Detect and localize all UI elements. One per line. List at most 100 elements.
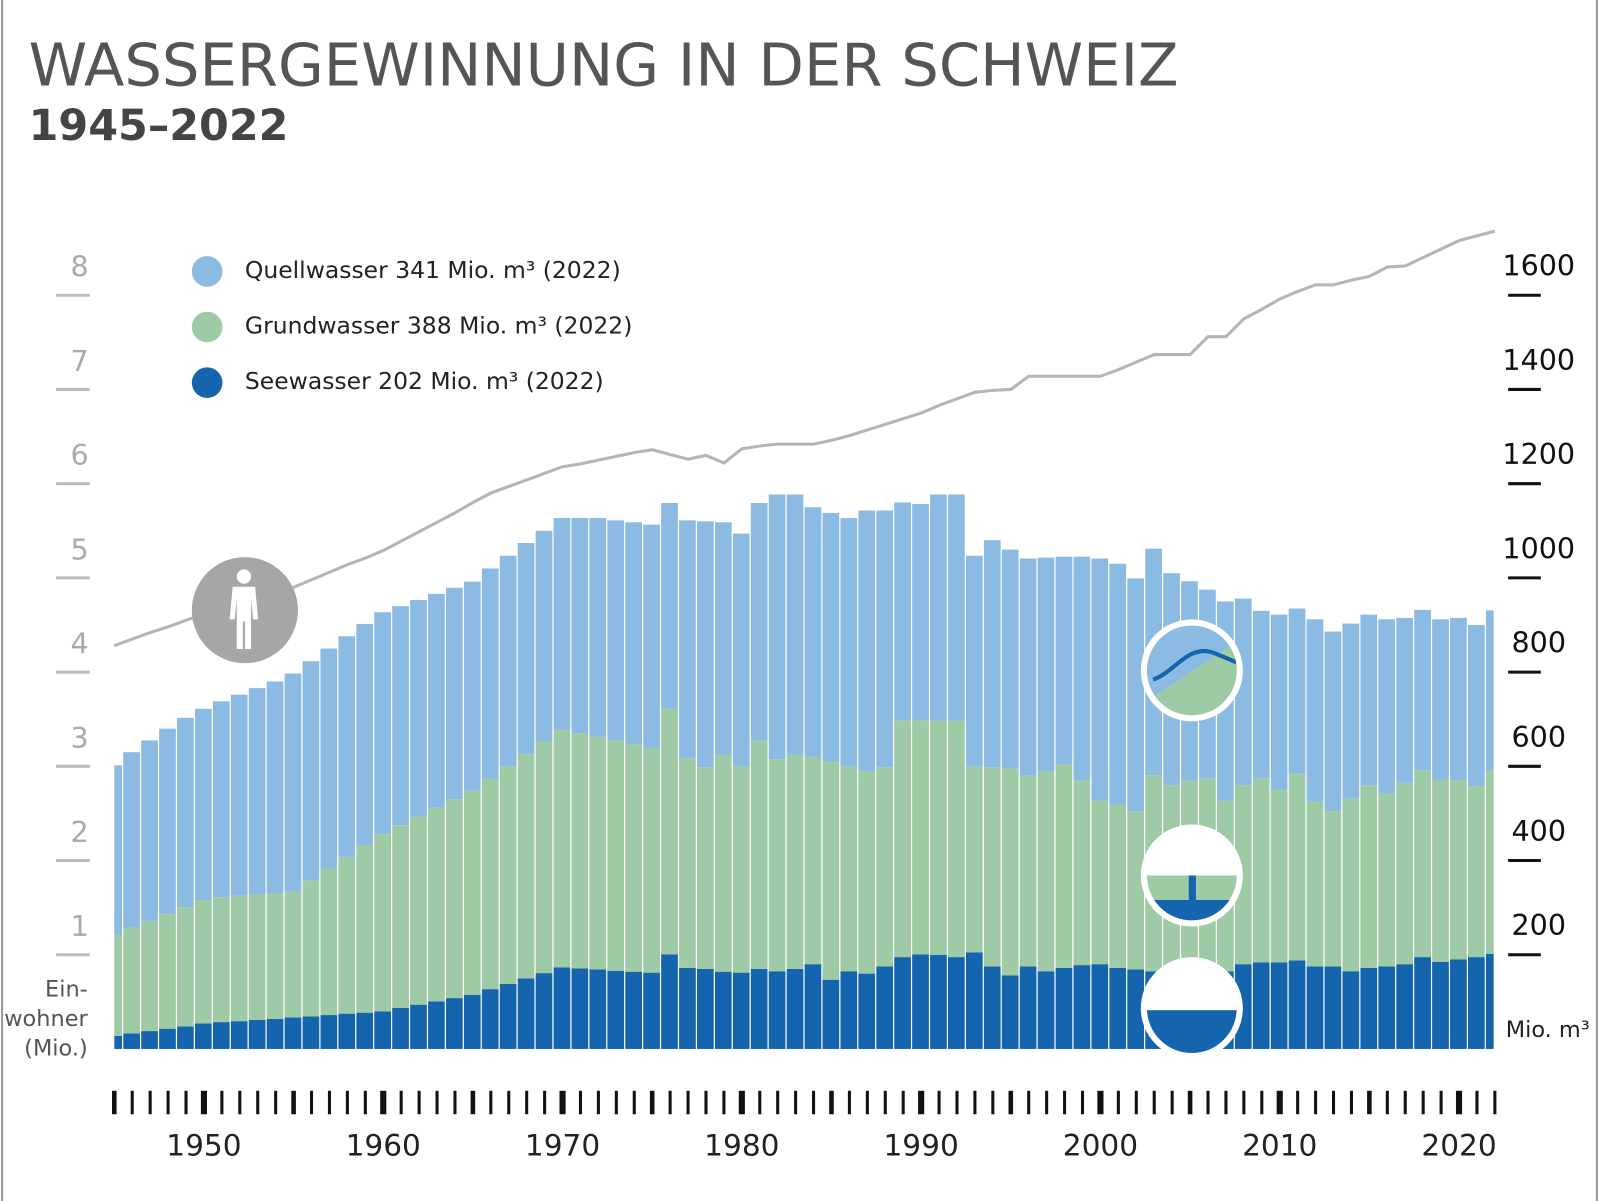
bar-segment (481, 989, 499, 1049)
bar-segment (912, 954, 929, 1049)
bar-segment (1485, 771, 1494, 954)
bar-segment (1396, 617, 1413, 783)
bar-segment (302, 880, 320, 1017)
bar-segment (571, 733, 589, 969)
bar-segment (284, 673, 302, 892)
bar-segment (965, 555, 983, 767)
bar-segment (553, 729, 571, 968)
bar-segment (553, 518, 571, 730)
bar-segment (858, 771, 876, 974)
bar-segment (1378, 966, 1396, 1049)
bar-segment (1055, 763, 1073, 968)
bar-segment (714, 971, 732, 1049)
bar-segment (876, 510, 894, 768)
bar-segment (123, 1033, 140, 1049)
bar-segment (1306, 801, 1324, 967)
y2-tick-label: 1400 (1502, 343, 1575, 377)
bar-segment (1019, 966, 1037, 1049)
bar-segment (894, 502, 911, 721)
bar-segment (732, 766, 750, 973)
bar-segment (930, 494, 947, 721)
bar-segment (786, 968, 804, 1049)
bar-segment (607, 970, 625, 1049)
bar-segment (356, 844, 374, 1013)
bar-segment (159, 728, 176, 914)
bar-segment (571, 968, 589, 1049)
bar-segment (194, 708, 212, 901)
bar-segment (876, 767, 894, 967)
x-tick-label: 1970 (525, 1128, 600, 1162)
bar-segment (679, 520, 696, 759)
bar-segment (123, 927, 140, 1034)
bar-segment (1037, 971, 1055, 1049)
bar-segment (499, 766, 517, 984)
bar-segment (589, 518, 607, 737)
bar-segment (1234, 598, 1252, 786)
bar-segment (114, 765, 123, 935)
bar-segment (463, 790, 481, 995)
bar-segment (697, 521, 714, 768)
bar-segment (661, 502, 678, 709)
bar-segment (965, 952, 983, 1049)
bar-segment (1270, 962, 1288, 1049)
bar-segment (535, 530, 553, 742)
bar-segment (1432, 779, 1449, 962)
bar-segment (732, 533, 750, 767)
bar-segment (625, 971, 642, 1049)
bar-segment (1288, 608, 1306, 774)
bar-segment (141, 920, 158, 1032)
bar-segment (445, 998, 463, 1049)
bar-segment (894, 957, 911, 1049)
bar-segment (607, 520, 625, 741)
spring-icon (1140, 619, 1243, 722)
bar-segment (948, 494, 965, 721)
bar-segment (930, 720, 947, 955)
bar-segment (248, 1019, 266, 1049)
well-icon (1140, 824, 1243, 927)
bar-segment (1414, 770, 1431, 958)
bar-segment (1091, 558, 1109, 801)
bar-segment (428, 807, 445, 1002)
bar-segment (804, 756, 822, 965)
y2-tick-label: 800 (1511, 626, 1566, 660)
bar-segment (392, 606, 409, 826)
bar-segment (1091, 964, 1109, 1049)
bar-segment (643, 747, 660, 973)
bar-segment (212, 701, 230, 898)
y-tick-label: 8 (71, 250, 89, 284)
bar-segment (625, 744, 642, 972)
bar-segment (1396, 782, 1413, 965)
bar-segment (732, 972, 750, 1049)
bar-segment (1360, 614, 1378, 786)
bar-segment (1360, 785, 1378, 968)
bar-segment (392, 1007, 409, 1049)
bar-segment (840, 766, 858, 972)
y-axis-label: wohner (4, 1006, 88, 1032)
bar-segment (912, 720, 929, 955)
bar-segment (1467, 624, 1485, 787)
y-tick-label: 2 (71, 815, 89, 849)
x-tick-label: 1950 (166, 1128, 241, 1162)
bar-segment (410, 1004, 427, 1049)
bar-segment (1414, 609, 1431, 771)
bar-segment (750, 502, 768, 741)
population-line (113, 229, 1496, 648)
y2-tick-label: 400 (1511, 814, 1566, 848)
bar-segment (697, 767, 714, 969)
bar-segment (212, 1022, 230, 1049)
chart-subtitle: 1945–2022 (29, 101, 289, 151)
bar-segment (983, 966, 1001, 1049)
y-tick-label: 7 (71, 344, 89, 378)
bar-segment (768, 759, 786, 972)
icons (191, 557, 1243, 1060)
bar-segment (517, 754, 535, 979)
bar-segment (894, 720, 911, 958)
bar-segment (266, 681, 284, 894)
bar-segment (177, 1026, 194, 1049)
bar-segment (230, 694, 248, 896)
bar-segment (983, 767, 1001, 967)
bar-segment (876, 966, 894, 1049)
bar-segment (1270, 789, 1288, 963)
